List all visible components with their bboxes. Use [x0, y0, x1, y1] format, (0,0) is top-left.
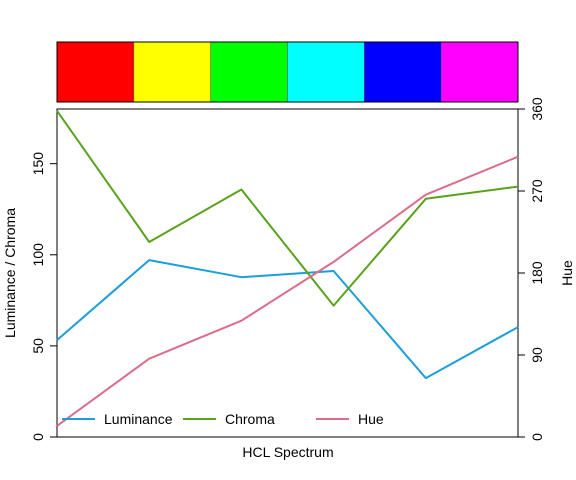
right-tick-label: 90 — [529, 347, 545, 363]
swatch-frame — [56, 41, 519, 103]
series-line-luminance — [56, 259, 519, 380]
right-tick-label: 270 — [529, 179, 545, 203]
left-tick-label: 150 — [30, 152, 46, 176]
color-swatch — [210, 41, 288, 103]
series-lines — [56, 110, 519, 427]
left-tick-label: 100 — [30, 243, 46, 267]
color-swatch — [364, 41, 442, 103]
right-y-axis-title: Hue — [559, 260, 575, 286]
plot-frame — [56, 108, 519, 438]
color-swatch — [287, 41, 365, 103]
left-y-axis-title: Luminance / Chroma — [2, 208, 18, 338]
legend-label: Hue — [358, 411, 384, 427]
series-line-hue — [56, 155, 519, 427]
right-tick-label: 360 — [529, 97, 545, 121]
legend-label: Chroma — [225, 411, 275, 427]
left-tick-label: 0 — [30, 433, 46, 441]
left-tick-label: 50 — [30, 338, 46, 354]
right-y-axis: 0 90 180 270 360 — [518, 97, 545, 441]
right-tick-label: 180 — [529, 261, 545, 285]
color-swatch — [56, 41, 135, 103]
legend-label: Luminance — [104, 411, 173, 427]
legend: Luminance Chroma Hue — [62, 411, 384, 427]
color-swatch — [440, 41, 519, 103]
x-axis-title: HCL Spectrum — [242, 444, 333, 460]
color-swatch — [133, 41, 211, 103]
color-swatch-strip — [56, 41, 519, 103]
left-y-axis: 0 50 100 150 — [30, 152, 58, 441]
right-tick-label: 0 — [529, 433, 545, 441]
series-line-chroma — [56, 110, 519, 307]
